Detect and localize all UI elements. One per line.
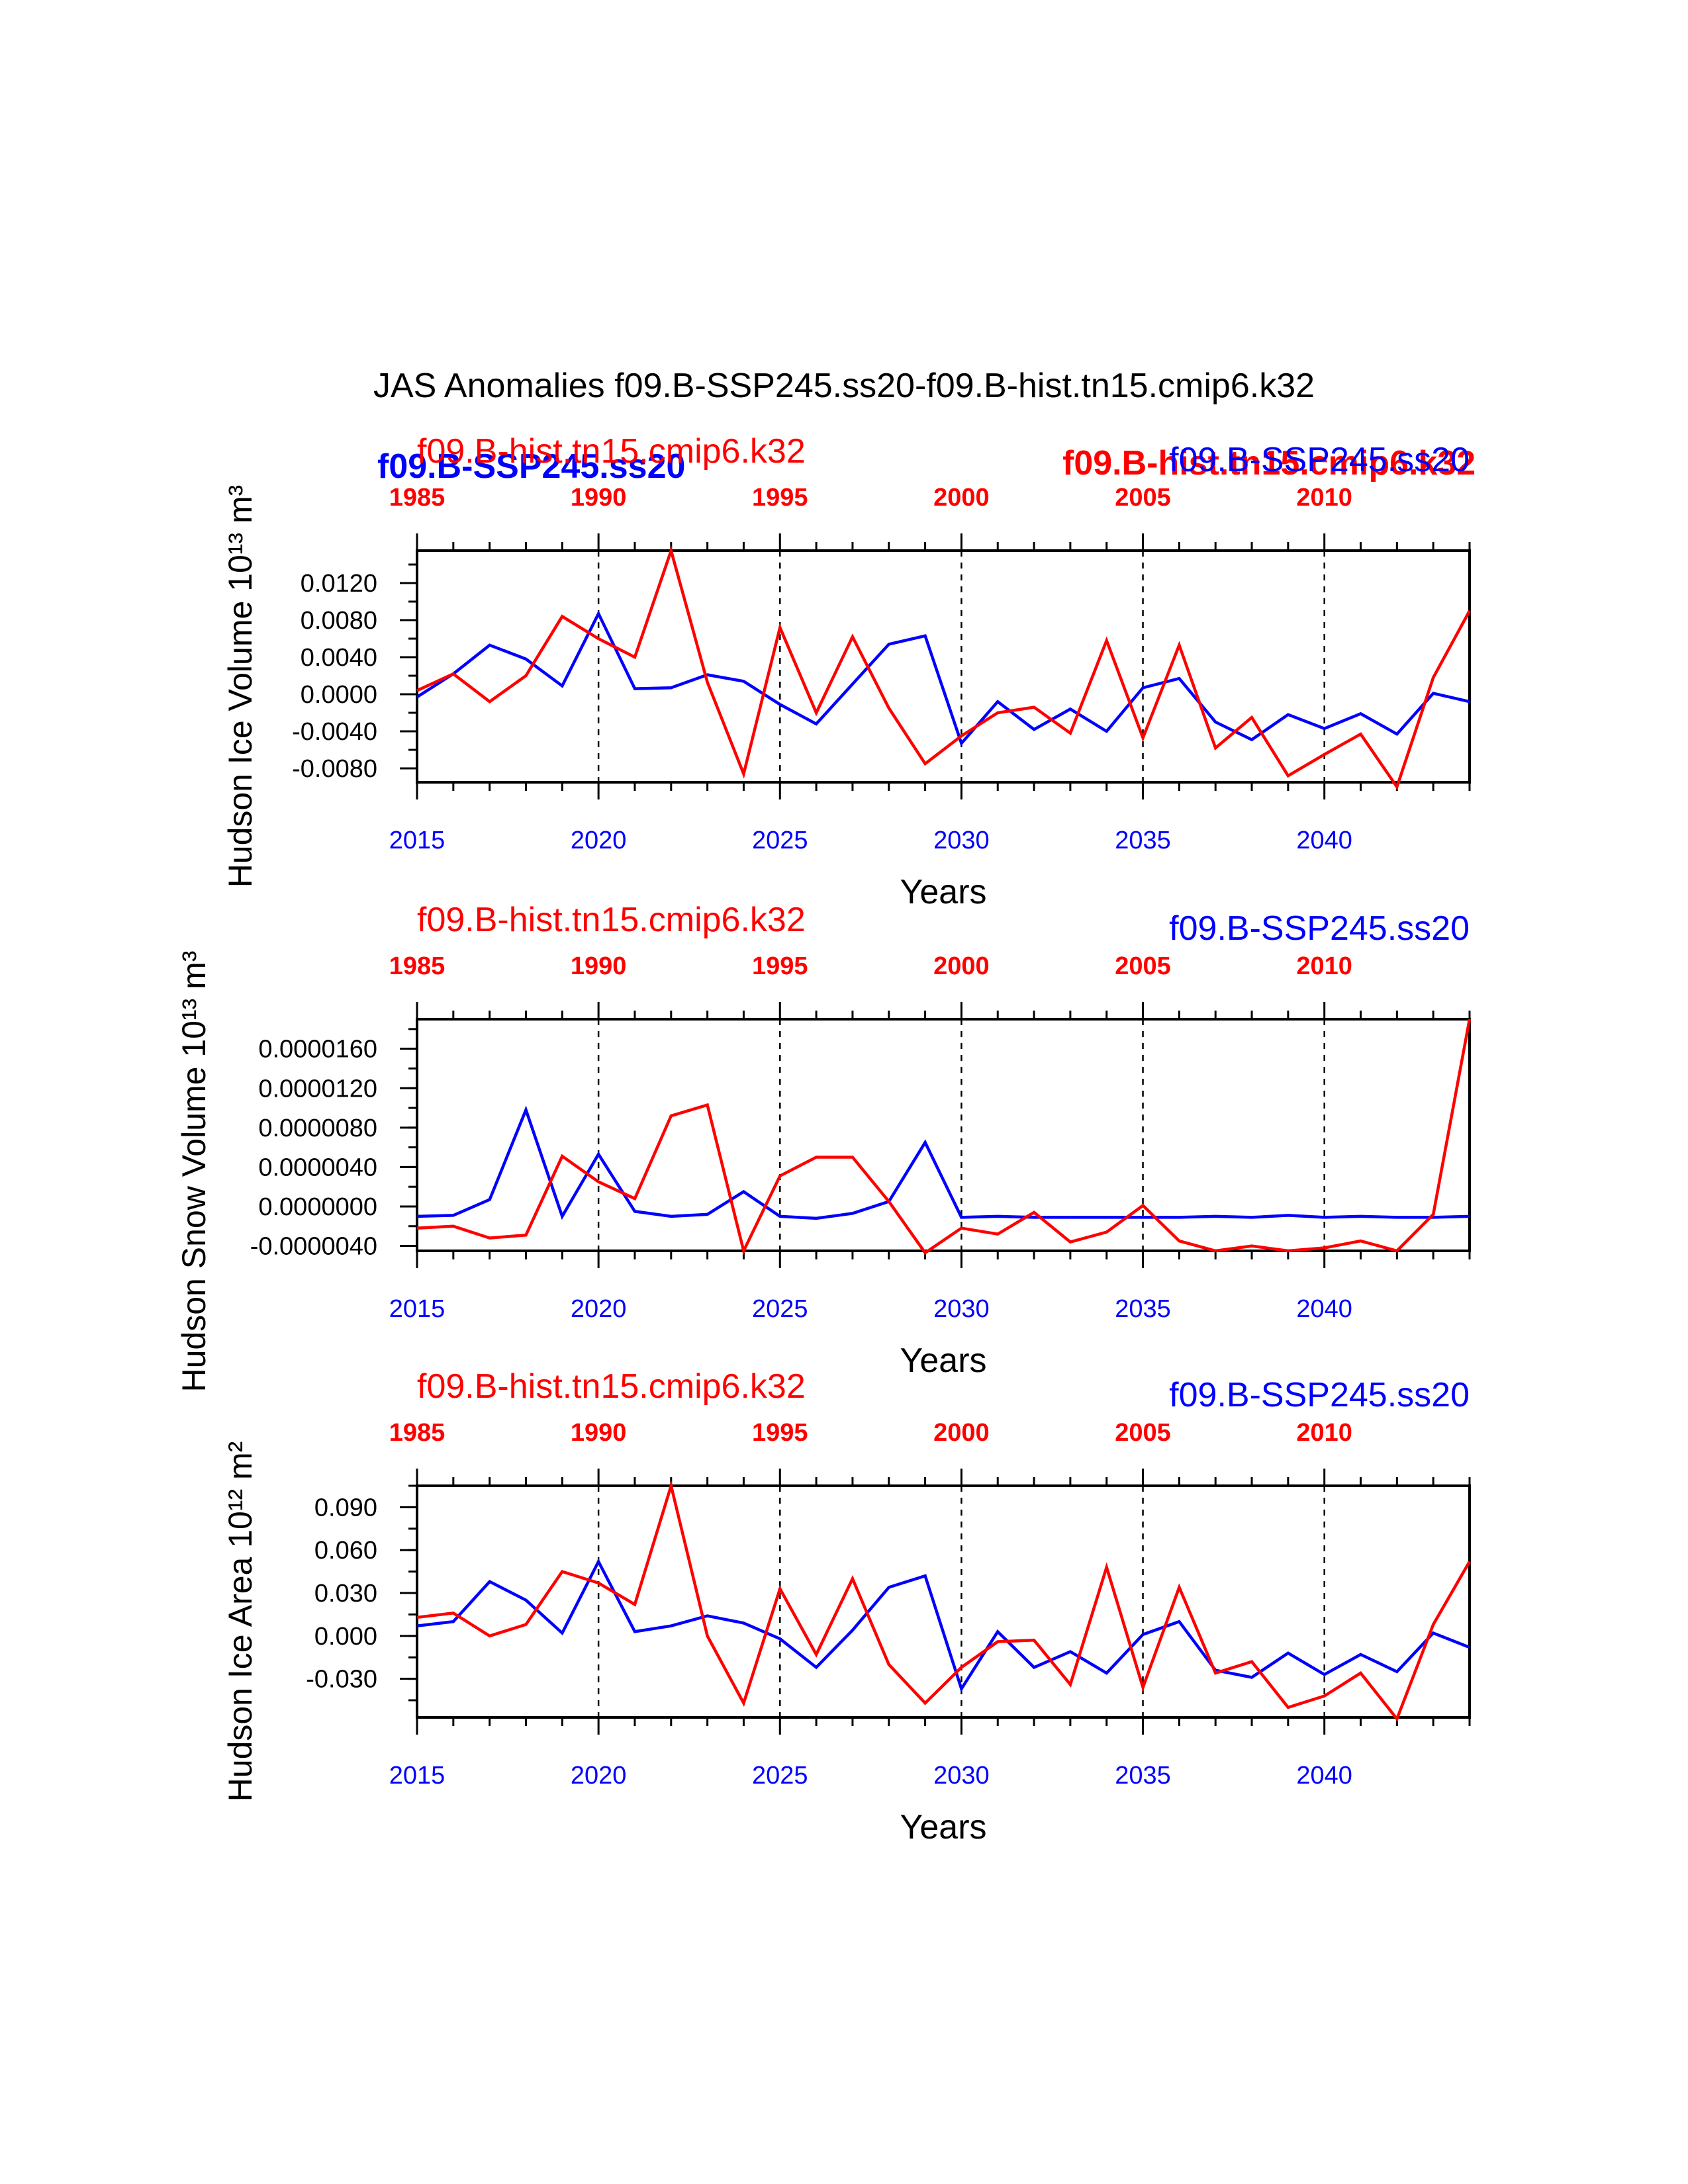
y-tick-label: 0.0000120 [258, 1075, 377, 1103]
series-line-ssp245 [416, 610, 1470, 747]
y-tick-label: 0.030 [314, 1580, 377, 1608]
x-top-tick-label: 1995 [752, 1419, 808, 1447]
y-tick-label: -0.0080 [292, 755, 377, 783]
x-top-tick-label: 1995 [752, 484, 808, 512]
y-axis-label: Hudson Ice Area 10¹² m² [222, 1441, 259, 1802]
top-left-series-label: f09.B-hist.tn15.cmip6.k32 [417, 432, 806, 471]
x-top-tick-label: 1990 [571, 952, 627, 980]
y-axis-label: Hudson Snow Volume 10¹³ m³ [175, 951, 212, 1392]
x-tick-label: 2020 [571, 1762, 627, 1790]
x-top-tick-label: 2000 [933, 952, 990, 980]
y-tick-label: 0.090 [314, 1494, 377, 1522]
figure-title: JAS Anomalies f09.B-SSP245.ss20-f09.B-hi… [373, 367, 1315, 405]
panels-group: 2015 2020 2025 2030 2035 2040 1985 1990 1995 2000… [175, 432, 1472, 1846]
y-tick-label: 0.0120 [301, 570, 377, 598]
x-top-tick-label: 1990 [571, 1419, 627, 1447]
x-tick-label: 2015 [389, 1295, 445, 1323]
top-left-series-label: f09.B-hist.tn15.cmip6.k32 [417, 1367, 806, 1406]
x-tick-label: 2030 [933, 1762, 990, 1790]
y-tick-label: -0.0040 [292, 718, 377, 746]
x-axis-label: Years [900, 873, 986, 911]
series-line-hist [416, 545, 1471, 791]
series-line-hist [416, 1019, 1472, 1255]
y-tick-label: -0.0000040 [250, 1233, 377, 1261]
y-tick-label: 0.0000000 [258, 1193, 377, 1221]
x-top-tick-label: 2005 [1115, 952, 1171, 980]
y-tick-label: 0.0000040 [258, 1154, 377, 1181]
plot-frame [416, 1018, 1471, 1252]
x-tick-label: 2040 [1296, 1295, 1352, 1323]
y-tick-label: 0.0000080 [258, 1115, 377, 1142]
y-tick-label: 0.060 [314, 1537, 377, 1565]
legend-bold-red: f09.B-hist.tn15.cmip6.k32 [1062, 444, 1476, 482]
x-top-tick-label: 2010 [1296, 484, 1352, 512]
x-tick-label: 2020 [571, 1295, 627, 1323]
y-tick-label: 0.0040 [301, 644, 377, 672]
x-top-tick-label: 1985 [389, 1419, 445, 1447]
x-tick-label: 2035 [1115, 1762, 1171, 1790]
x-tick-label: 2025 [752, 1295, 808, 1323]
x-tick-label: 2015 [389, 827, 445, 854]
x-axis-label: Years [900, 1342, 986, 1380]
x-axis-label: Years [900, 1808, 986, 1846]
plot-frame [416, 549, 1471, 784]
y-tick-label: 0.0080 [301, 607, 377, 635]
x-tick-label: 2035 [1115, 1295, 1171, 1323]
y-tick-label: 0.0000160 [258, 1036, 377, 1064]
x-tick-label: 2025 [752, 1762, 808, 1790]
y-tick-label: -0.030 [306, 1666, 377, 1694]
x-top-tick-label: 2005 [1115, 484, 1171, 512]
top-right-series-label: f09.B-SSP245.ss20 [1169, 909, 1470, 948]
chart-panel-2: 2015 2020 2025 2030 2035 2040 1985 1990 1995 2000… [175, 901, 1472, 1392]
x-tick-label: 2015 [389, 1762, 445, 1790]
x-top-tick-label: 2010 [1296, 952, 1352, 980]
plot-frame [416, 1484, 1471, 1719]
x-tick-label: 2030 [933, 827, 990, 854]
x-top-tick-label: 1995 [752, 952, 808, 980]
x-tick-label: 2040 [1296, 827, 1352, 854]
top-left-series-label: f09.B-hist.tn15.cmip6.k32 [417, 901, 806, 939]
x-tick-label: 2025 [752, 827, 808, 854]
x-top-tick-label: 1990 [571, 484, 627, 512]
x-top-tick-label: 1985 [389, 484, 445, 512]
legend-bold-blue: f09.B-SSP245.ss20 [377, 447, 685, 486]
top-right-series-label: f09.B-SSP245.ss20 [1169, 441, 1470, 479]
x-tick-label: 2035 [1115, 827, 1171, 854]
series-line-hist [416, 1480, 1471, 1722]
series-line-ssp245 [416, 1558, 1470, 1693]
chart-panel-1: 2015 2020 2025 2030 2035 2040 1985 1990 1995 2000… [222, 432, 1471, 911]
y-axis-label: Hudson Ice Volume 10¹³ m³ [222, 485, 259, 888]
x-top-tick-label: 2010 [1296, 1419, 1352, 1447]
x-top-tick-label: 2005 [1115, 1419, 1171, 1447]
x-tick-label: 2020 [571, 827, 627, 854]
series-line-ssp245 [416, 1105, 1470, 1220]
x-top-tick-label: 1985 [389, 952, 445, 980]
x-tick-label: 2040 [1296, 1762, 1352, 1790]
y-tick-label: 0.000 [314, 1623, 377, 1651]
top-right-series-label: f09.B-SSP245.ss20 [1169, 1376, 1470, 1414]
x-top-tick-label: 2000 [933, 484, 990, 512]
y-tick-label: 0.0000 [301, 681, 377, 709]
chart-panel-3: 2015 2020 2025 2030 2035 2040 1985 1990 1995 2000… [222, 1367, 1471, 1846]
x-top-tick-label: 2000 [933, 1419, 990, 1447]
x-tick-label: 2030 [933, 1295, 990, 1323]
